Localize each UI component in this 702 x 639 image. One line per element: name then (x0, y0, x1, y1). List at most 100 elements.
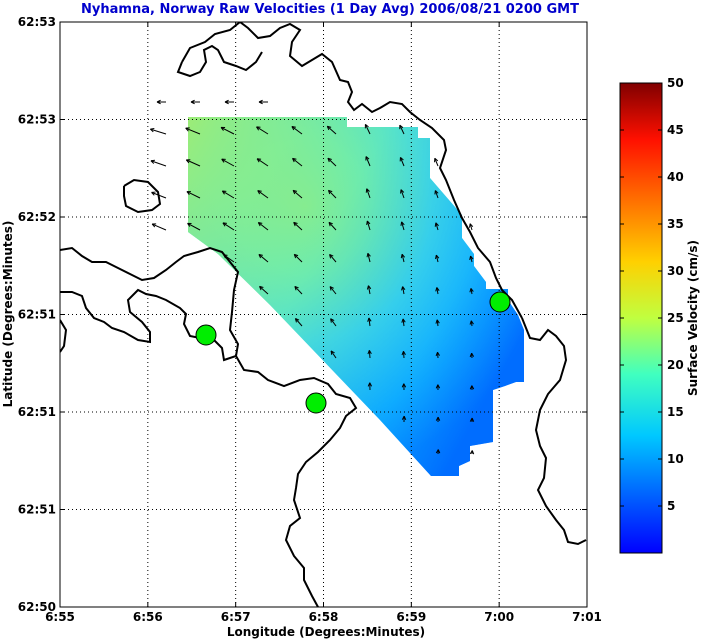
velocity-vector (256, 126, 269, 135)
coastline-west-islet (123, 178, 162, 214)
x-tick-label: 6:59 (396, 610, 426, 624)
velocity-vector (400, 221, 405, 231)
velocity-vector (293, 221, 303, 231)
colorbar-tick-label: 20 (667, 358, 684, 372)
velocity-field (188, 117, 524, 476)
x-tick-label: 6:55 (45, 610, 75, 624)
x-tick-label: 6:58 (309, 610, 339, 624)
stations (195, 291, 511, 414)
velocity-vector (292, 189, 303, 199)
velocity-vector (435, 416, 441, 423)
station-south (305, 392, 327, 414)
velocity-vector (435, 287, 440, 295)
velocity-vector (365, 156, 371, 167)
coastline-north-island (181, 22, 523, 319)
coastline-east (521, 317, 587, 546)
colorbar-tick-label: 10 (667, 452, 684, 466)
velocity-vector (469, 385, 475, 391)
velocity-vector (364, 123, 371, 135)
velocity-vector (190, 99, 200, 105)
colorbar-tick-label: 35 (667, 217, 684, 231)
x-axis: 6:55 6:56 6:57 6:58 6:59 7:00 7:01 (45, 22, 602, 624)
velocity-vector (326, 125, 337, 135)
velocity-vector (328, 221, 337, 231)
colorbar-label: Surface Velocity (cm/s) (686, 240, 700, 396)
colorbar-tick-label: 50 (667, 76, 684, 90)
velocity-vector (399, 124, 405, 135)
velocity-vector (224, 99, 234, 105)
velocity-vector (469, 288, 474, 295)
velocity-vector (257, 190, 269, 199)
velocity-vector (329, 253, 337, 263)
velocity-vector (293, 253, 303, 263)
velocity-vector (435, 384, 441, 391)
x-tick-label: 6:56 (133, 610, 163, 624)
chart-title: Nyhamna, Norway Raw Velocities (1 Day Av… (81, 2, 579, 17)
velocity-vector (220, 126, 235, 135)
velocity-vector (469, 255, 474, 263)
velocity-vector (401, 383, 407, 391)
station-west (195, 324, 217, 346)
velocity-vector (367, 350, 372, 359)
velocity-vector (187, 222, 201, 231)
velocity-vector (221, 190, 235, 199)
velocity-vector (469, 352, 475, 359)
y-tick-label: 62:51 (18, 308, 56, 322)
velocity-vector (399, 157, 405, 167)
velocity-vector (185, 159, 201, 167)
velocity-vector (434, 222, 439, 231)
velocity-vector (327, 189, 337, 199)
station-east (489, 291, 511, 313)
velocity-vector (400, 253, 406, 263)
velocity-vector (329, 286, 337, 295)
velocity-shading-overlay (188, 117, 524, 476)
colorbar-tick-label: 40 (667, 170, 684, 184)
velocity-vector (151, 223, 167, 231)
coastline-west (60, 246, 240, 362)
y-axis: 62:50 62:51 62:51 62:51 62:52 62:53 62:53 (18, 15, 587, 614)
velocity-vector (401, 318, 406, 327)
velocity-vector (365, 188, 371, 199)
colorbar-tick-label: 15 (667, 405, 684, 419)
grid (60, 22, 587, 607)
velocity-vector (291, 125, 303, 135)
velocity-vector (186, 191, 201, 199)
velocity-vector (258, 99, 268, 105)
velocity-vector (468, 223, 474, 231)
colorbar: 5 10 15 20 25 30 35 40 45 50 Surface Velocity (cm… (619, 76, 700, 554)
coastline (60, 22, 587, 607)
velocity-vector (292, 157, 303, 167)
velocity-vector (366, 252, 371, 263)
velocity-vector (469, 417, 475, 423)
velocity-vector (435, 351, 440, 359)
velocity-vector (258, 253, 269, 263)
colorbar-tick-label: 45 (667, 123, 684, 137)
x-tick-label: 7:01 (572, 610, 602, 624)
velocity-vector (156, 99, 166, 105)
velocity-vector (435, 449, 441, 455)
x-axis-label: Longitude (Degrees:Minutes) (227, 625, 425, 639)
vectors (150, 99, 475, 455)
velocity-vector (294, 318, 303, 327)
y-tick-label: 62:52 (18, 210, 56, 224)
velocity-vector (366, 285, 372, 295)
colorbar-tick-label: 25 (667, 311, 684, 325)
velocity-vector (330, 350, 337, 359)
velocity-vector (294, 285, 303, 295)
y-tick-label: 62:51 (18, 503, 56, 517)
velocity-vector (257, 221, 269, 231)
y-tick-label: 62:53 (18, 113, 56, 127)
velocity-vector (435, 254, 440, 263)
velocity-vector (259, 285, 269, 295)
coastline-southwest (60, 319, 68, 353)
colorbar-gradient (619, 82, 663, 554)
colorbar-tick-label: 5 (667, 499, 675, 513)
velocity-vector (469, 320, 474, 327)
velocity-vector (150, 128, 167, 135)
y-tick-label: 62:53 (18, 15, 56, 29)
x-tick-label: 7:00 (484, 610, 514, 624)
velocity-vector (185, 127, 201, 135)
velocity-vector (327, 157, 337, 167)
velocity-vector (435, 319, 440, 327)
